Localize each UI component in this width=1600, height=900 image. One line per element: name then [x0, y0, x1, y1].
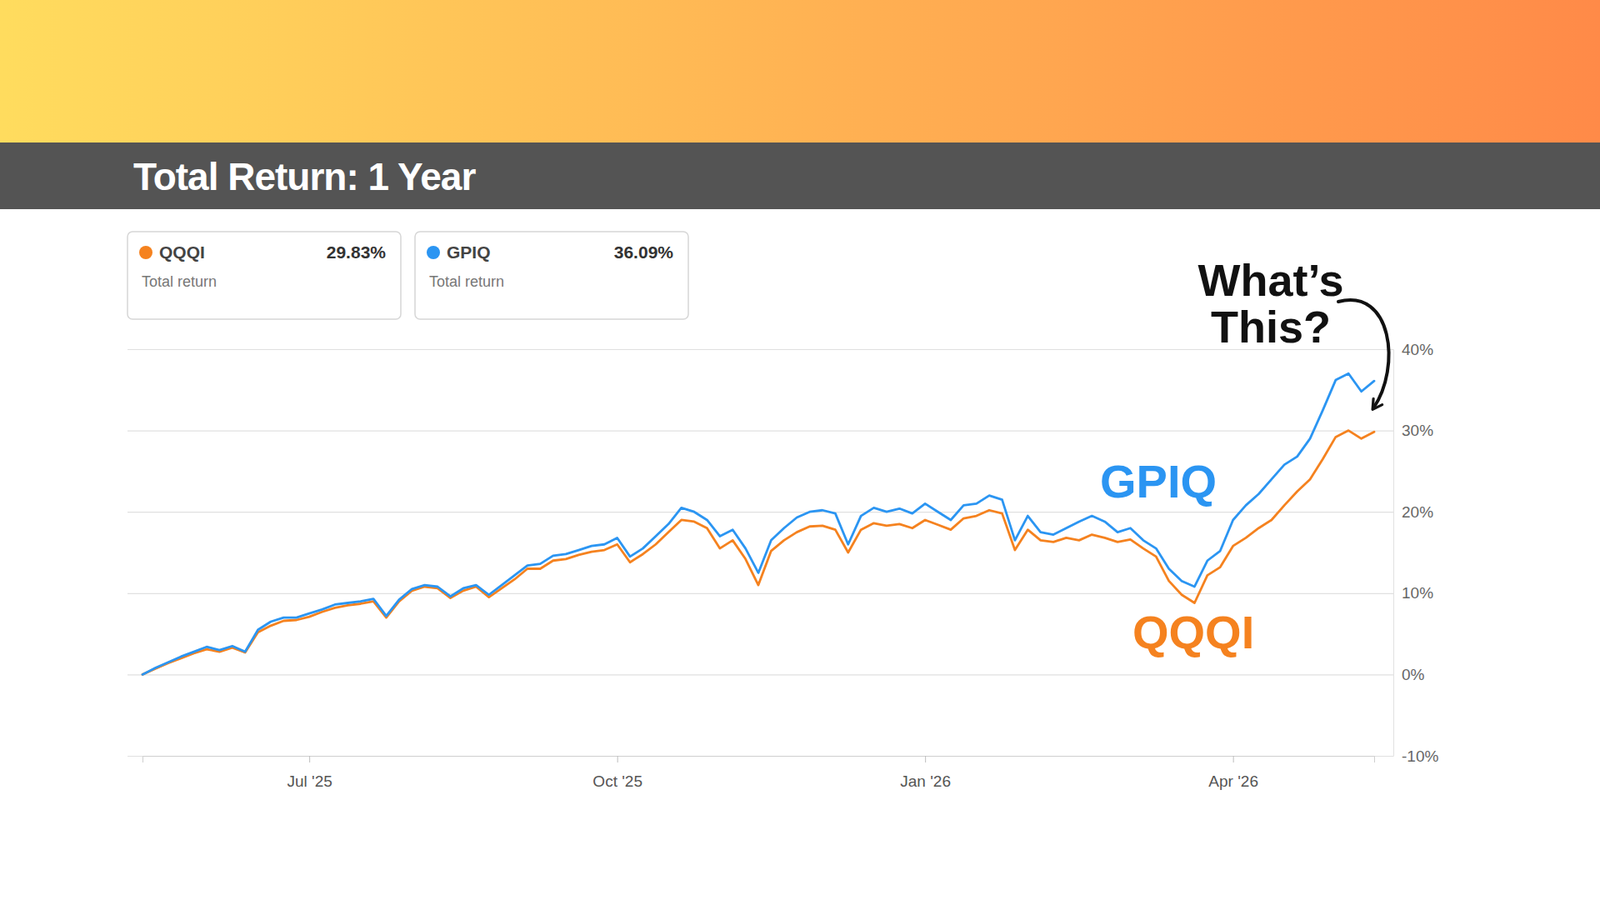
y-tick: 10% — [127, 584, 1434, 602]
legend-value: 36.09% — [614, 242, 675, 262]
series-label: GPIQ — [1100, 455, 1217, 508]
y-axis-line — [127, 350, 1395, 757]
grid-line — [127, 593, 1394, 595]
legend-name: GPIQ — [446, 242, 491, 262]
series-label: QQQI — [1132, 605, 1255, 659]
x-tick-label: Jan '26 — [900, 772, 951, 790]
legend-caption: Total return — [141, 273, 217, 290]
y-tick-label: 20% — [1401, 503, 1434, 521]
y-tick: 0% — [127, 665, 1425, 684]
legend-dot — [139, 245, 153, 260]
series-line — [142, 373, 1375, 675]
legend-card: GPIQ 36.09% Total return — [415, 231, 689, 320]
x-tick: Oct '25 — [592, 755, 643, 790]
series-line — [142, 430, 1375, 675]
title: Total Return: 1 Year — [133, 155, 476, 199]
x-tick-mark — [1233, 755, 1235, 763]
x-tick-label: Oct '25 — [592, 772, 643, 790]
legend-value: 29.83% — [326, 242, 387, 262]
x-tick-mark — [925, 755, 926, 763]
y-tick: -10% — [127, 747, 1439, 765]
legend-dot — [426, 245, 440, 260]
chart-canvas: Total Return: 1 Year QQQI 29.83% Total retu… — [0, 0, 1600, 900]
y-axis: -10% 0% 10% 20% 30% 40% — [127, 340, 1439, 765]
grid-line — [127, 674, 1394, 675]
x-tick: Jul '25 — [286, 755, 332, 790]
legend-card-box — [127, 231, 401, 320]
x-tick-label: Jul '25 — [286, 772, 332, 790]
annotation: What’sThis? — [1198, 255, 1345, 352]
legend-card-box — [415, 231, 689, 320]
y-tick-label: 10% — [1401, 584, 1434, 602]
y-tick-label: -10% — [1401, 747, 1439, 765]
grid-line — [127, 430, 1394, 431]
grid-line — [127, 511, 1394, 513]
y-tick-label: 0% — [1401, 665, 1425, 684]
y-tick: 20% — [127, 503, 1434, 521]
x-tick-label: Apr '26 — [1208, 772, 1259, 790]
x-tick: Apr '26 — [1208, 755, 1259, 790]
y-tick: 30% — [127, 421, 1434, 440]
x-axis: Jul '25 Oct '25 Jan '26 Apr '26 — [143, 755, 1375, 790]
x-tick-mark — [309, 755, 310, 763]
annotation-arrow — [1338, 300, 1390, 409]
legend-name: QQQI — [159, 242, 205, 262]
y-tick-label: 40% — [1401, 340, 1434, 359]
legend-caption: Total return — [429, 273, 505, 290]
annotation-line: What’s — [1198, 255, 1345, 305]
x-tick: Jan '26 — [900, 755, 951, 790]
plot-lines — [142, 373, 1375, 675]
x-axis-line — [143, 756, 1375, 764]
x-tick-mark — [617, 755, 619, 763]
annotation-line: This? — [1210, 301, 1331, 352]
title-band — [0, 142, 1600, 210]
header-band — [0, 0, 1600, 143]
grid-line — [127, 349, 1394, 350]
y-tick-label: 30% — [1401, 421, 1434, 440]
legend-card: QQQI 29.83% Total return — [127, 231, 401, 320]
